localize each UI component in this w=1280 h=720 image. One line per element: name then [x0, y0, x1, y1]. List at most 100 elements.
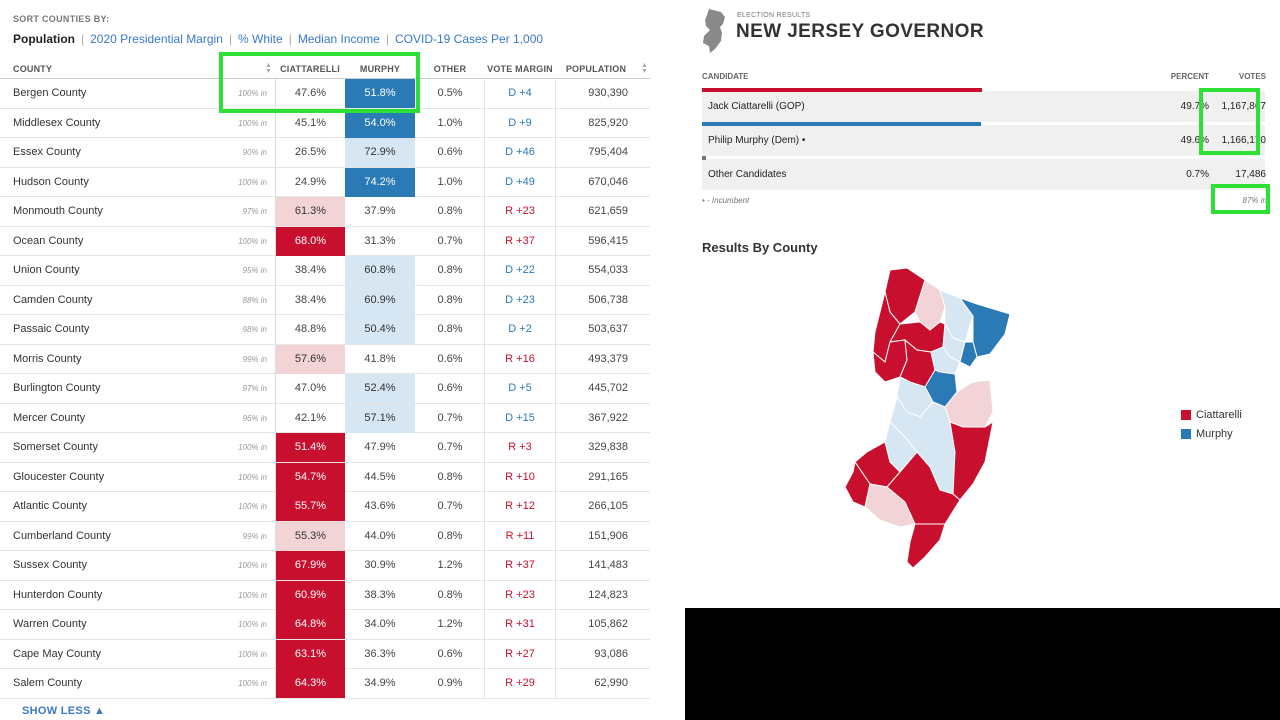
table-row[interactable]: Cape May County 100% in 63.1% 36.3% 0.6% R +2…: [0, 639, 650, 669]
county-rows: Bergen County 100% in 47.6% 51.8% 0.5% D +4 93…: [0, 79, 650, 699]
sort-separator: |: [228, 32, 232, 46]
results-panel: ELECTION RESULTS NEW JERSEY GOVERNOR CAN…: [685, 0, 1280, 720]
reporting-pct: 100% in: [238, 89, 267, 98]
table-row[interactable]: Hunterdon County 100% in 60.9% 38.3% 0.8% R +…: [0, 580, 650, 610]
vote-margin: R +3: [484, 433, 556, 462]
sort-arrows-icon[interactable]: ▲ ▼: [265, 62, 273, 75]
table-row[interactable]: Monmouth County 97% in 61.3% 37.9% 0.8% R +23…: [0, 197, 650, 227]
show-less-button[interactable]: SHOW LESS ▲: [22, 705, 106, 717]
ciattarelli-pct: 47.6%: [275, 79, 345, 108]
county-name: Passaic County: [13, 323, 90, 335]
reporting-pct: 95% in: [242, 266, 267, 275]
column-header-county[interactable]: COUNTY: [13, 64, 53, 74]
ciattarelli-pct: 24.9%: [275, 167, 345, 197]
table-row[interactable]: Passaic County 98% in 48.8% 50.4% 0.8% D +2 50…: [0, 315, 650, 345]
column-header-population[interactable]: POPULATION: [565, 64, 627, 74]
table-row[interactable]: Middlesex County 100% in 45.1% 54.0% 1.0% D +…: [0, 108, 650, 138]
table-row[interactable]: Mercer County 96% in 42.1% 57.1% 0.7% D +15 36…: [0, 403, 650, 433]
candidate-row: Other Candidates 0.7% 17,486: [702, 156, 1266, 190]
population: 329,838: [588, 441, 628, 453]
table-row[interactable]: Cumberland County 99% in 55.3% 44.0% 0.8% R +…: [0, 521, 650, 551]
ciattarelli-pct: 55.3%: [275, 521, 345, 551]
vote-margin: R +16: [484, 344, 556, 374]
table-row[interactable]: Morris County 99% in 57.6% 41.8% 0.6% R +16 49…: [0, 344, 650, 374]
reporting-pct: 90% in: [242, 148, 267, 157]
other-pct: 0.6%: [437, 352, 463, 365]
ciattarelli-pct: 61.3%: [275, 197, 345, 226]
sort-option[interactable]: Median Income: [297, 32, 380, 46]
candidate-vote-bar: [702, 88, 982, 92]
county-name: Union County: [13, 264, 80, 276]
reporting-pct: 100% in: [238, 679, 267, 688]
vote-margin: D +22: [484, 256, 556, 285]
table-row[interactable]: Union County 95% in 38.4% 60.8% 0.8% D +22 554…: [0, 256, 650, 286]
legend-label: Ciattarelli: [1196, 408, 1242, 421]
other-pct: 0.8%: [437, 205, 463, 217]
vote-margin: R +37: [484, 226, 556, 256]
table-row[interactable]: Salem County 100% in 64.3% 34.9% 0.9% R +29 62…: [0, 669, 650, 699]
vote-margin: R +11: [484, 521, 556, 551]
highlight-box-pct-in: [1211, 184, 1270, 214]
vote-margin: D +4: [484, 79, 556, 108]
header-candidate: CANDIDATE: [702, 72, 749, 81]
table-row[interactable]: Somerset County 100% in 51.4% 47.9% 0.7% R +3…: [0, 433, 650, 463]
legend-item: Ciattarelli: [1181, 405, 1242, 424]
table-row[interactable]: Gloucester County 100% in 54.7% 44.5% 0.8% R …: [0, 462, 650, 492]
other-pct: 1.2%: [437, 618, 463, 630]
reporting-pct: 100% in: [238, 590, 267, 600]
legend-swatch: [1181, 409, 1191, 420]
candidate-percent: 49.6%: [1180, 135, 1209, 146]
ciattarelli-pct: 26.5%: [275, 138, 345, 167]
county-name: Warren County: [13, 618, 87, 630]
candidate-percent: 0.7%: [1186, 169, 1209, 180]
sort-option[interactable]: 2020 Presidential Margin: [90, 32, 223, 46]
reporting-pct: 100% in: [238, 236, 267, 246]
highlight-box-header: [219, 52, 420, 113]
ciattarelli-pct: 54.7%: [275, 462, 345, 492]
county-map[interactable]: [845, 262, 1015, 574]
murphy-pct: 51.8%: [345, 79, 415, 108]
map-county-cape-may: [906, 523, 946, 569]
sort-arrows-icon[interactable]: ▲ ▼: [641, 62, 649, 75]
table-row[interactable]: Camden County 88% in 38.4% 60.9% 0.8% D +23 50…: [0, 285, 650, 315]
vote-margin: R +27: [484, 639, 556, 669]
table-row[interactable]: Warren County 100% in 64.8% 34.0% 1.2% R +31 1…: [0, 610, 650, 640]
table-row[interactable]: Bergen County 100% in 47.6% 51.8% 0.5% D +4 93…: [0, 79, 650, 109]
sort-option[interactable]: COVID-19 Cases Per 1,000: [394, 32, 544, 46]
ciattarelli-pct: 42.1%: [275, 403, 345, 433]
column-header-ciattarelli[interactable]: CIATTARELLI: [280, 64, 340, 74]
column-header-other[interactable]: OTHER: [433, 64, 467, 74]
candidate-row: Philip Murphy (Dem) • 49.6% 1,166,170: [702, 122, 1266, 156]
other-pct: 0.6%: [437, 146, 463, 158]
table-row[interactable]: Atlantic County 100% in 55.7% 43.6% 0.7% R +1…: [0, 492, 650, 522]
population: 621,659: [588, 205, 628, 217]
results-by-county-heading: Results By County: [702, 240, 818, 255]
legend-label: Murphy: [1196, 427, 1233, 440]
column-header-vote-margin[interactable]: VOTE MARGIN: [487, 64, 553, 74]
table-row[interactable]: Burlington County 97% in 47.0% 52.4% 0.6% D +…: [0, 374, 650, 404]
table-row[interactable]: Hudson County 100% in 24.9% 74.2% 1.0% D +49 6…: [0, 167, 650, 197]
column-header-murphy[interactable]: MURPHY: [359, 64, 401, 74]
ciattarelli-pct: 63.1%: [275, 639, 345, 669]
table-row[interactable]: Sussex County 100% in 67.9% 30.9% 1.2% R +37 1…: [0, 551, 650, 581]
candidate-votes: 1,167,867: [1221, 101, 1267, 112]
reporting-pct: 96% in: [242, 413, 267, 423]
ciattarelli-pct: 55.7%: [275, 492, 345, 521]
murphy-pct: 44.0%: [364, 529, 396, 542]
county-name: Sussex County: [13, 559, 87, 571]
sort-option[interactable]: Population: [13, 32, 75, 46]
sort-option[interactable]: % White: [238, 32, 283, 46]
population: 670,046: [588, 175, 628, 188]
murphy-pct: 54.0%: [345, 108, 415, 138]
sort-separator: |: [81, 32, 85, 46]
murphy-pct: 37.9%: [364, 205, 396, 217]
percent-reporting: 87% in: [1242, 196, 1267, 205]
vote-margin: D +5: [484, 374, 556, 403]
table-row[interactable]: Ocean County 100% in 68.0% 31.3% 0.7% R +37 59…: [0, 226, 650, 256]
murphy-pct: 60.8%: [345, 256, 415, 285]
murphy-pct: 52.4%: [345, 374, 415, 403]
table-row[interactable]: Essex County 90% in 26.5% 72.9% 0.6% D +46 795…: [0, 138, 650, 168]
murphy-pct: 47.9%: [364, 441, 396, 453]
highlight-box-votes: [1199, 88, 1260, 155]
sort-separator: |: [288, 32, 292, 46]
